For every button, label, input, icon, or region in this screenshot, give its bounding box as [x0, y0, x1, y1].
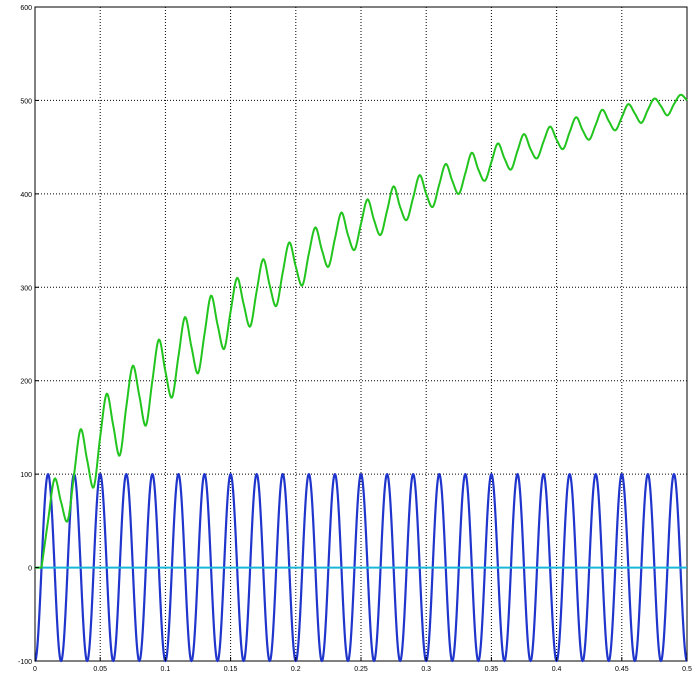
- grid-lines: [35, 7, 687, 661]
- x-tick-label: 0.2: [291, 666, 301, 673]
- x-tick-label: 0.4: [552, 666, 562, 673]
- x-tick-label: 0.25: [354, 666, 368, 673]
- x-tick-label: 0.1: [161, 666, 171, 673]
- x-tick-label: 0.3: [421, 666, 431, 673]
- y-tick-label: 500: [20, 98, 32, 105]
- x-tick-label: 0.05: [93, 666, 107, 673]
- axes: 0 0.05 0.1 0.15 0.2 0.25 0.3 0.35 0.4 0.45 0.5 -100…: [18, 5, 692, 673]
- x-tick-label: 0.35: [485, 666, 499, 673]
- series-line-blue: [34, 472, 688, 663]
- x-tick-label: 0.15: [224, 666, 238, 673]
- y-tick-label: 100: [20, 472, 32, 479]
- series-line-green: [35, 93, 688, 569]
- x-tick-label: 0.45: [615, 666, 629, 673]
- y-tick-label: 0: [28, 566, 32, 573]
- y-tick-label: 600: [20, 5, 32, 12]
- y-tick-label: -100: [18, 659, 32, 666]
- x-tick-label: 0.5: [682, 666, 692, 673]
- y-tick-label: 300: [20, 285, 32, 292]
- y-tick-label: 200: [20, 379, 32, 386]
- x-tick-label: 0: [33, 666, 37, 673]
- y-tick-label: 400: [20, 192, 32, 199]
